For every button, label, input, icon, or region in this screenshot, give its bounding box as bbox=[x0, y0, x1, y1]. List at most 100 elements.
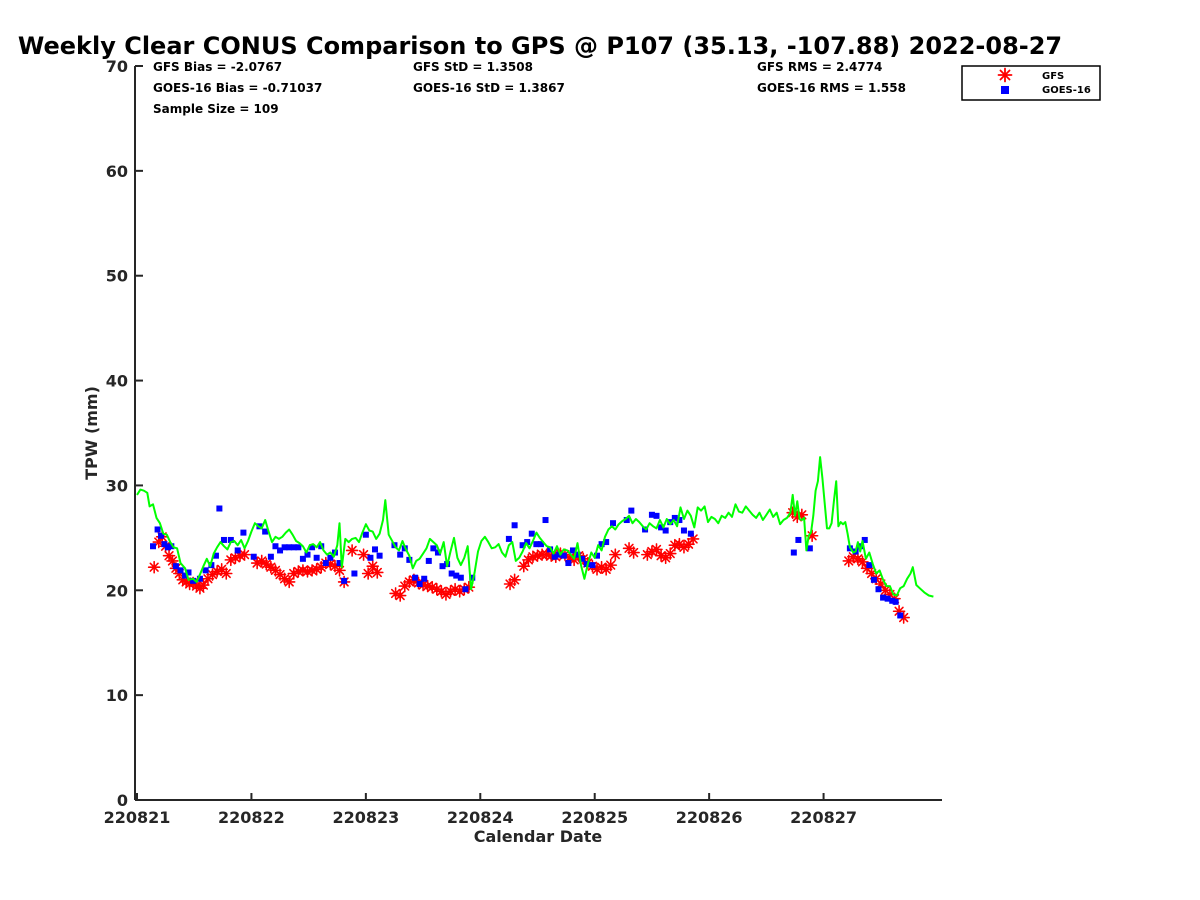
point-goes-16 bbox=[884, 595, 891, 602]
point-gfs bbox=[425, 580, 439, 594]
point-goes-16 bbox=[250, 553, 257, 560]
point-gfs bbox=[609, 548, 622, 561]
point-goes-16 bbox=[185, 569, 192, 576]
point-goes-16 bbox=[880, 594, 887, 601]
point-gfs bbox=[508, 573, 521, 587]
legend-label-goes16: GOES-16 bbox=[1042, 85, 1091, 96]
point-goes-16 bbox=[299, 555, 306, 562]
point-goes-16 bbox=[870, 576, 877, 583]
point-goes-16 bbox=[202, 567, 209, 574]
x-tick-label: 220827 bbox=[790, 808, 857, 827]
point-gfs bbox=[229, 551, 242, 565]
y-axis-label: TPW (mm) bbox=[82, 386, 101, 480]
point-goes-16 bbox=[662, 527, 669, 534]
point-goes-16 bbox=[603, 539, 610, 546]
y-tick-label: 40 bbox=[106, 372, 128, 391]
point-goes-16 bbox=[336, 560, 343, 567]
point-goes-16 bbox=[177, 567, 184, 574]
point-goes-16 bbox=[240, 529, 247, 536]
stat-gfs-std: GFS StD = 1.3508 bbox=[413, 60, 533, 74]
point-goes-16 bbox=[623, 517, 630, 524]
point-goes-16 bbox=[421, 575, 428, 582]
stat-goes-std: GOES-16 StD = 1.3867 bbox=[413, 81, 565, 95]
point-goes-16 bbox=[628, 507, 635, 514]
point-gfs bbox=[219, 567, 233, 580]
point-goes-16 bbox=[262, 528, 269, 535]
legend-marker-goes16 bbox=[1001, 86, 1009, 94]
x-tick-label: 220823 bbox=[332, 808, 399, 827]
point-goes-16 bbox=[519, 542, 526, 549]
point-goes-16 bbox=[795, 536, 802, 543]
x-tick-label: 220822 bbox=[218, 808, 285, 827]
series-goes-16 bbox=[150, 505, 904, 619]
point-goes-16 bbox=[434, 549, 441, 556]
point-goes-16 bbox=[676, 517, 683, 524]
point-gfs bbox=[282, 575, 296, 589]
point-goes-16 bbox=[560, 552, 567, 559]
point-goes-16 bbox=[653, 512, 660, 519]
point-goes-16 bbox=[406, 556, 413, 563]
point-gfs bbox=[856, 555, 869, 569]
point-goes-16 bbox=[161, 541, 168, 548]
chart-title: Weekly Clear CONUS Comparison to GPS @ P… bbox=[18, 32, 1062, 60]
point-goes-16 bbox=[453, 572, 460, 579]
point-goes-16 bbox=[569, 547, 576, 554]
x-tick-label: 220824 bbox=[447, 808, 514, 827]
point-goes-16 bbox=[309, 544, 316, 551]
point-goes-16 bbox=[150, 543, 157, 550]
axes bbox=[134, 66, 942, 801]
point-goes-16 bbox=[648, 511, 655, 518]
point-goes-16 bbox=[372, 546, 379, 553]
point-goes-16 bbox=[158, 532, 165, 539]
point-gfs bbox=[663, 547, 677, 560]
point-gfs bbox=[147, 560, 161, 574]
legend-marker-gfs bbox=[997, 67, 1013, 83]
point-goes-16 bbox=[182, 572, 189, 579]
point-goes-16 bbox=[589, 562, 596, 569]
point-gfs bbox=[393, 589, 407, 602]
point-goes-16 bbox=[533, 541, 540, 548]
point-goes-16 bbox=[154, 526, 161, 533]
point-goes-16 bbox=[537, 541, 544, 548]
legend-square-icon bbox=[1001, 86, 1009, 94]
point-goes-16 bbox=[462, 586, 469, 593]
point-goes-16 bbox=[680, 527, 687, 534]
point-goes-16 bbox=[281, 544, 288, 551]
point-goes-16 bbox=[322, 560, 329, 567]
point-gfs bbox=[357, 548, 370, 561]
point-goes-16 bbox=[277, 547, 284, 554]
point-gfs bbox=[238, 548, 251, 561]
stat-goes-rms: GOES-16 RMS = 1.558 bbox=[757, 81, 906, 95]
y-tick-label: 30 bbox=[106, 476, 128, 495]
point-goes-16 bbox=[362, 531, 369, 538]
point-goes-16 bbox=[551, 553, 558, 560]
point-goes-16 bbox=[806, 545, 813, 552]
point-goes-16 bbox=[397, 551, 404, 558]
point-goes-16 bbox=[667, 519, 674, 526]
point-goes-16 bbox=[542, 517, 549, 524]
point-goes-16 bbox=[594, 552, 601, 559]
point-goes-16 bbox=[196, 575, 203, 582]
point-gfs bbox=[370, 566, 384, 579]
point-goes-16 bbox=[671, 514, 678, 521]
point-gfs bbox=[650, 543, 663, 556]
point-goes-16 bbox=[172, 563, 179, 570]
point-goes-16 bbox=[528, 530, 535, 537]
x-axis-ticks: 220821 220822 220823 220824 220825 220826 2208… bbox=[104, 793, 857, 827]
point-gfs bbox=[250, 556, 264, 570]
point-goes-16 bbox=[234, 547, 241, 554]
point-goes-16 bbox=[505, 535, 512, 542]
point-goes-16 bbox=[430, 545, 437, 552]
stats-block: GFS Bias = -2.0767 GFS StD = 1.3508 GFS … bbox=[153, 60, 906, 116]
stat-gfs-rms: GFS RMS = 2.4774 bbox=[757, 60, 882, 74]
point-goes-16 bbox=[227, 536, 234, 543]
point-goes-16 bbox=[889, 597, 896, 604]
point-gfs bbox=[366, 559, 380, 573]
y-tick-label: 60 bbox=[106, 162, 128, 181]
point-gfs bbox=[197, 578, 210, 592]
plot-area bbox=[136, 456, 934, 624]
point-goes-16 bbox=[892, 598, 899, 605]
point-goes-16 bbox=[416, 580, 423, 587]
point-goes-16 bbox=[313, 554, 320, 561]
y-tick-label: 20 bbox=[106, 581, 128, 600]
